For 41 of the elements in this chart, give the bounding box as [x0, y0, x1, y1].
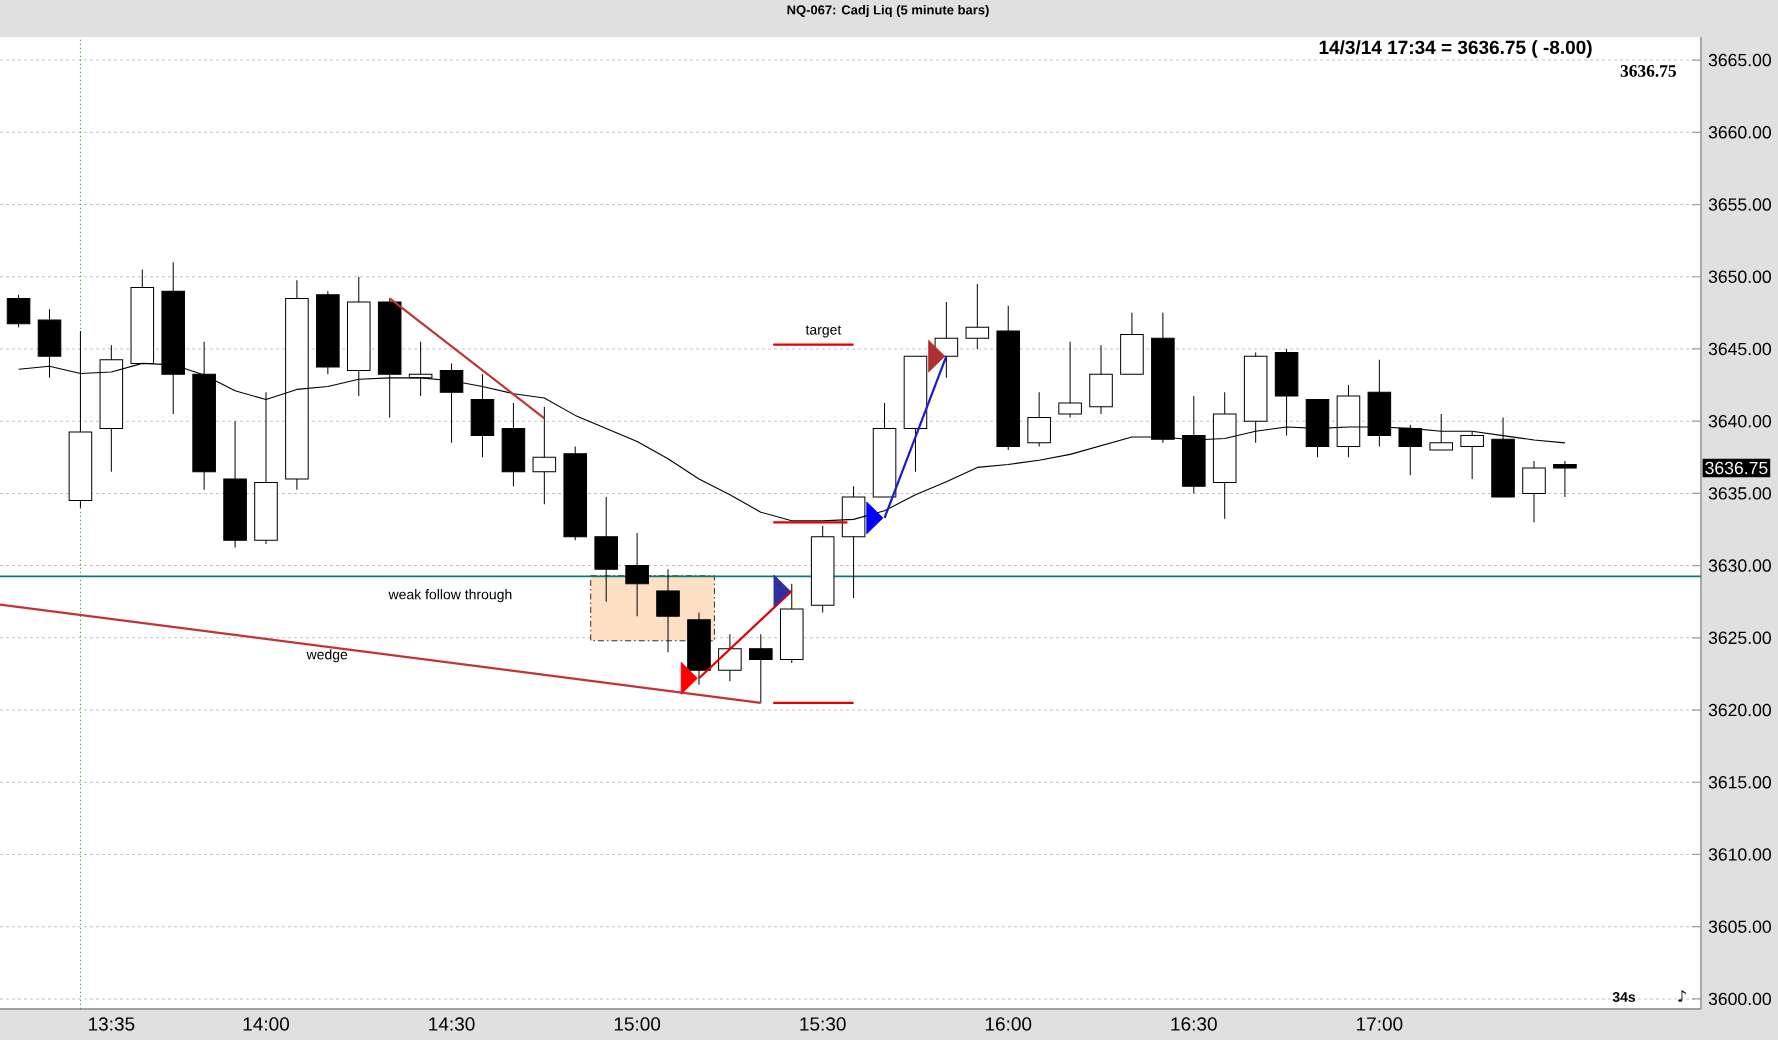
y-tick-label: 3635.00 [1708, 487, 1771, 500]
y-tick-label: 3600.00 [1708, 992, 1771, 1006]
candlestick [749, 633, 773, 704]
y-tick-label: 3655.00 [1708, 198, 1771, 211]
y-tick-label: 3625.00 [1708, 631, 1771, 645]
y-tick-label: 3615.00 [1708, 776, 1771, 789]
annotation: weak follow through [388, 589, 512, 603]
text: 3636.75 [1705, 461, 1768, 475]
y-tick-label: 3665.00 [1708, 53, 1771, 67]
candlestick [1058, 341, 1082, 419]
y-tick-label: 3650.00 [1708, 270, 1771, 283]
annotation: 3636.75 [1620, 65, 1676, 77]
annotation: target [805, 325, 842, 338]
y-tick-label: 3645.00 [1708, 342, 1771, 356]
candlestick [1429, 413, 1454, 451]
annotation: wedge [306, 649, 348, 663]
y-tick-label: 3610.00 [1708, 848, 1771, 861]
x-tick-label: 17:00 [1357, 1017, 1403, 1031]
candlestick [625, 532, 649, 617]
y-tick-label: 3605.00 [1708, 920, 1771, 933]
annotation: 14/3/14 17:34 = 3636.75 ( -8.00) [1319, 40, 1592, 58]
candlestick [1460, 431, 1484, 480]
annotation: 34s [1612, 992, 1636, 1002]
y-tick-label: 3640.00 [1708, 414, 1771, 428]
candlestick [532, 406, 557, 505]
candlestick [1553, 460, 1577, 498]
chart-title: NQ-067: Cadj Liq (5 minute bars) [787, 4, 989, 18]
x-tick-label: 13:35 [89, 1017, 135, 1031]
x-tick-label: 16:30 [1171, 1017, 1217, 1031]
x-tick-label: 15:30 [800, 1017, 846, 1031]
x-tick-label: 16:00 [985, 1017, 1032, 1031]
annotation: ♪ [1678, 990, 1686, 1002]
y-tick-label: 3660.00 [1708, 126, 1771, 139]
x-tick-label: 14:00 [243, 1017, 290, 1031]
x-tick-label: 14:30 [429, 1017, 475, 1031]
x-tick-label: 15:00 [614, 1017, 661, 1031]
candlestick [965, 283, 990, 350]
y-tick-label: 3620.00 [1708, 703, 1771, 717]
candlestick [718, 633, 742, 682]
candlestick [1398, 424, 1423, 476]
y-tick-label: 3630.00 [1708, 559, 1771, 572]
